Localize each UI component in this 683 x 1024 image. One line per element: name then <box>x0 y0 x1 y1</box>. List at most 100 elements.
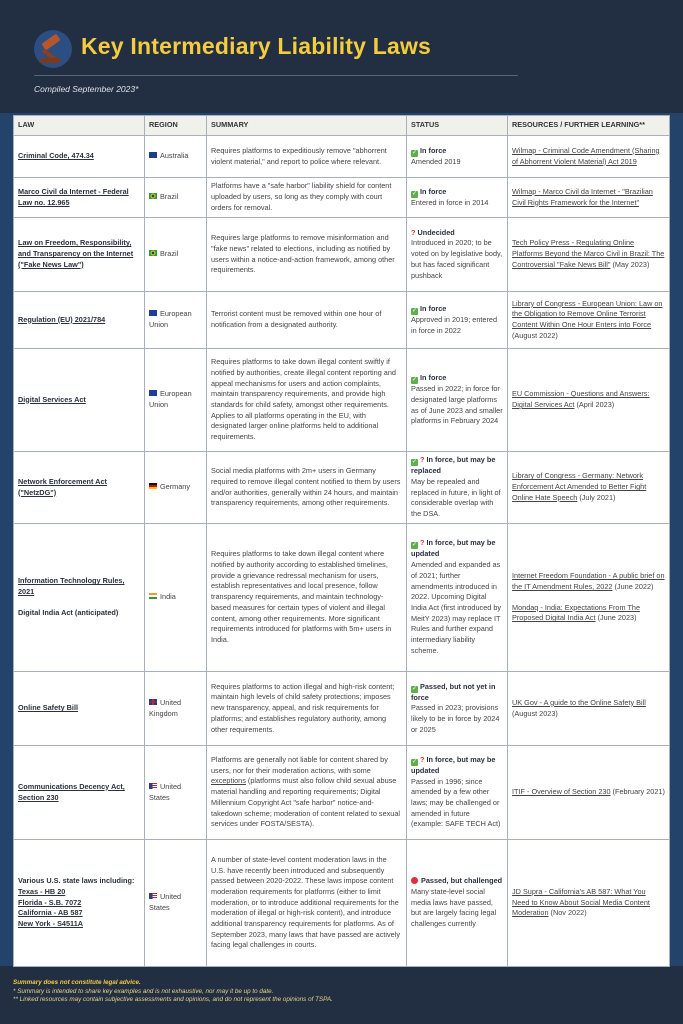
resource-link[interactable]: Internet Freedom Foundation - A public b… <box>512 571 665 591</box>
status-label: In force, but may be replaced <box>411 455 496 476</box>
summary-text: Terrorist content must be removed within… <box>211 309 382 329</box>
resources-cell: Library of Congress - European Union: La… <box>507 291 670 349</box>
resource-date: (Nov 2022) <box>548 908 587 918</box>
region-name: India <box>160 592 176 602</box>
resource-date: (August 2022) <box>512 330 558 340</box>
status-label: In force <box>420 373 447 383</box>
us-flag-icon <box>149 893 157 900</box>
table-row: Digital Services Act European Union Requir… <box>13 348 670 452</box>
question-icon: ? <box>420 754 425 764</box>
germany-flag-icon <box>149 483 157 490</box>
table-header-row: LAW REGION SUMMARY STATUS RESOURCES / FU… <box>13 115 670 136</box>
status-detail: Amended 2019 <box>411 156 461 166</box>
law-link[interactable]: Criminal Code, 474.34 <box>18 151 94 161</box>
australia-flag-icon <box>149 152 157 159</box>
eu-flag-icon <box>149 310 157 317</box>
resource-date: (June 2022) <box>612 581 654 591</box>
region-name: Germany <box>160 482 191 492</box>
table-row: Marco Civil da Internet - Federal Law no… <box>13 177 670 218</box>
resource-link[interactable]: Library of Congress - Germany: Network E… <box>512 471 647 502</box>
summary-cell: Requires platforms to expeditiously remo… <box>206 135 407 178</box>
resource-link[interactable]: UK Gov - A guide to the Online Safety Bi… <box>512 697 646 707</box>
status-detail: Entered in force in 2014 <box>411 197 489 207</box>
table-row: Online Safety Bill United Kingdom Requires… <box>13 671 670 746</box>
table-row: Criminal Code, 474.34 Australia Requires p… <box>13 135 670 178</box>
resources-cell: Internet Freedom Foundation - A public b… <box>507 523 670 672</box>
resource-link[interactable]: Mondaq - India: Expectations From The Pr… <box>512 602 641 623</box>
status-detail: Introduced in 2020; to be voted on by le… <box>411 238 503 280</box>
resource-link[interactable]: ITIF - Overview of Section 230 <box>512 787 611 797</box>
status-cell: Passed, but challenged Many state-level s… <box>406 839 508 967</box>
law-cell: Information Technology Rules, 2021 Digita… <box>13 523 145 672</box>
resources-cell: UK Gov - A guide to the Online Safety Bi… <box>507 671 670 746</box>
region-cell: Australia <box>144 135 207 178</box>
resource-link[interactable]: JD Supra - California's AB 587: What You… <box>512 886 650 918</box>
resource-link[interactable]: Tech Policy Press - Regulating Online Pl… <box>512 238 665 269</box>
summary-link[interactable]: exceptions <box>211 776 246 786</box>
column-header-status: STATUS <box>406 115 508 136</box>
law-link[interactable]: Florida - S.B. 7072 <box>18 897 82 907</box>
law-link[interactable]: Communications Decency Act, Section 230 <box>18 781 125 802</box>
law-link[interactable]: Texas - HB 20 <box>18 886 66 896</box>
resource-link[interactable]: Wilmap - Criminal Code Amendment (Sharin… <box>512 145 660 166</box>
column-header-region: REGION <box>144 115 207 136</box>
law-cell: Law on Freedom, Responsibility, and Tran… <box>13 217 145 292</box>
resources-cell: Tech Policy Press - Regulating Online Pl… <box>507 217 670 292</box>
law-link[interactable]: Law on Freedom, Responsibility, and Tran… <box>18 238 134 269</box>
summary-cell: Requires platforms to take down illegal … <box>206 523 407 672</box>
resource-link[interactable]: EU Commission - Questions and Answers: D… <box>512 389 650 409</box>
law-cell: Communications Decency Act, Section 230 <box>13 745 145 840</box>
resource-link[interactable]: Wilmap - Marco Civil da Internet - "Braz… <box>512 186 653 207</box>
law-link[interactable]: Online Safety Bill <box>18 703 79 713</box>
status-cell: ? Undecided Introduced in 2020; to be vote… <box>406 217 508 292</box>
region-cell: United Kingdom <box>144 671 207 746</box>
status-cell: ✓? In force, but may be replaced May be re… <box>406 451 508 524</box>
region-cell: Germany <box>144 451 207 524</box>
check-icon: ✓ <box>411 685 418 693</box>
law-cell: Digital Services Act <box>13 348 145 452</box>
resource-date: (July 2021) <box>577 492 616 502</box>
summary-cell: Requires platforms to take down illegal … <box>206 348 407 452</box>
column-header-law: LAW <box>13 115 145 136</box>
status-label: In force, but may be updated <box>411 754 496 775</box>
status-detail: Approved in 2019; entered in force in 20… <box>411 314 498 335</box>
resource-date: (April 2023) <box>574 400 615 409</box>
region-name: United States <box>149 781 182 802</box>
summary-text: Social media platforms with 2m+ users in… <box>211 466 401 508</box>
status-label: In force <box>420 303 447 313</box>
law-cell: Various U.S. state laws including: Texas … <box>13 839 145 967</box>
law-link[interactable]: New York - S4511A <box>18 919 84 929</box>
page-title: Key Intermediary Liability Laws <box>81 33 432 59</box>
law-link[interactable]: Regulation (EU) 2021/784 <box>18 314 106 324</box>
summary-cell: Terrorist content must be removed within… <box>206 291 407 349</box>
law-link[interactable]: Information Technology Rules, 2021 <box>18 576 125 597</box>
resource-link[interactable]: Library of Congress - European Union: La… <box>512 298 663 329</box>
footer: Summary does not constitute legal advice… <box>13 979 333 1005</box>
summary-text: Platforms are generally not liable for c… <box>211 755 388 775</box>
check-icon: ✓ <box>411 149 418 157</box>
region-cell: United States <box>144 839 207 967</box>
table-row: Network Enforcement Act ("NetzDG") German… <box>13 451 670 524</box>
summary-cell: Platforms are generally not liable for c… <box>206 745 407 840</box>
resources-cell: Wilmap - Criminal Code Amendment (Sharin… <box>507 135 670 178</box>
status-detail: Many state-level social media laws have … <box>411 886 497 929</box>
table-row: Information Technology Rules, 2021 Digita… <box>13 523 670 672</box>
check-icon: ✓ <box>411 307 418 315</box>
footnote-2: ** Linked resources may contain subjecti… <box>13 996 333 1004</box>
region-name: Brazil <box>160 192 179 202</box>
check-icon: ✓ <box>411 190 418 198</box>
status-label: Passed, but not yet in force <box>411 681 496 702</box>
header: Key Intermediary Liability Laws Compiled… <box>0 0 683 113</box>
summary-text: Requires platforms to take down illegal … <box>211 357 396 442</box>
law-link[interactable]: Marco Civil da Internet - Federal Law no… <box>18 186 129 207</box>
law-link[interactable]: California - AB 587 <box>18 908 83 918</box>
summary-cell: Requires platforms to action illegal and… <box>206 671 407 746</box>
law-link[interactable]: Digital Services Act <box>18 394 86 404</box>
question-icon: ? <box>420 455 425 465</box>
resources-cell: Wilmap - Marco Civil da Internet - "Braz… <box>507 177 670 218</box>
law-link[interactable]: Network Enforcement Act ("NetzDG") <box>18 476 107 497</box>
status-label: In force <box>420 186 447 196</box>
status-detail: Amended and expanded as of 2021; further… <box>411 560 502 655</box>
column-header-resources: RESOURCES / FURTHER LEARNING** <box>507 115 670 136</box>
summary-text: Platforms have a "safe harbor" liability… <box>211 181 392 212</box>
